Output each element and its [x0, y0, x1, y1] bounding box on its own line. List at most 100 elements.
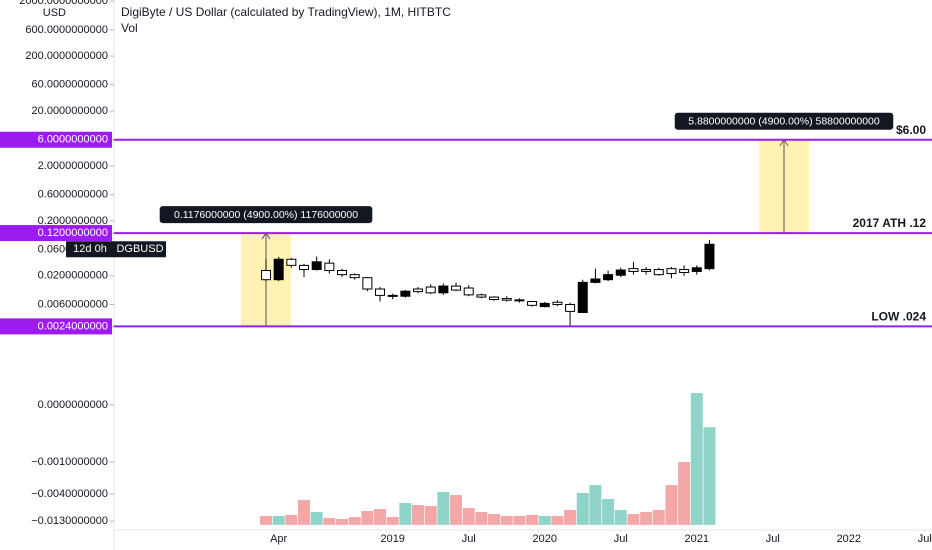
candle-body	[628, 268, 639, 272]
volume-bar	[488, 514, 501, 525]
candle-body	[501, 298, 512, 301]
volume-bar	[678, 462, 691, 525]
candle-body	[514, 299, 525, 302]
candle-body	[261, 269, 271, 281]
volume-bar	[640, 512, 653, 525]
range-label-bg	[159, 206, 373, 224]
volume-bar	[298, 500, 311, 525]
candle-body	[653, 269, 664, 276]
volume-bar	[450, 494, 463, 525]
candle-body	[375, 288, 386, 296]
range-label: 5.8800000000 (4900.00%) 58800000000	[688, 116, 880, 128]
y-tick-label: 0.0200000000	[38, 270, 108, 282]
y-tick-highlight	[0, 318, 112, 335]
x-tick-label: Jul	[614, 533, 628, 545]
y-tick-label: 200.0000000000	[25, 50, 108, 62]
candle-body	[539, 302, 550, 308]
volume-bar	[627, 514, 640, 525]
volume-bar	[323, 518, 336, 525]
volume-bar	[374, 509, 387, 525]
candle-body	[603, 274, 614, 281]
volume-bar	[475, 512, 488, 525]
volume-bar	[589, 485, 602, 525]
range-label-bg	[674, 112, 894, 130]
y-tick-label: 20.0000000000	[32, 105, 108, 117]
volume-y-tick-label: −0.0130000000	[31, 515, 108, 527]
volume-bar	[412, 505, 425, 525]
candle-body	[311, 261, 322, 271]
x-tick-label: Jul	[766, 533, 780, 545]
countdown: 12d 0h	[73, 243, 107, 255]
candle-body	[489, 296, 500, 301]
y-tick-highlight	[0, 225, 112, 242]
candle-body	[615, 269, 626, 276]
candle-body	[273, 258, 284, 281]
countdown-bg	[66, 241, 114, 258]
volume-bar	[285, 515, 298, 525]
x-tick-label: Jul	[918, 533, 932, 545]
volume-bar	[336, 518, 349, 525]
x-tick-label: 2021	[685, 533, 709, 545]
y-tick-label: 0.0024000000	[38, 320, 108, 332]
y-tick-label: 0.1200000000	[38, 227, 108, 239]
y-tick-label: 0.0060000000	[38, 298, 108, 310]
volume-label: Vol	[121, 21, 138, 35]
chart-title: DigiByte / US Dollar (calculated by Trad…	[121, 5, 451, 19]
x-tick-label: Jul	[462, 533, 476, 545]
candle-body	[451, 285, 462, 291]
candle-body	[387, 294, 398, 297]
y-tick-label: 60.0000000000	[32, 79, 108, 91]
candle-body	[337, 269, 348, 276]
y-tick-highlight	[0, 131, 112, 148]
currency-label: USD	[43, 7, 66, 19]
x-tick-label: Apr	[270, 533, 287, 545]
volume-bar	[576, 492, 589, 525]
candle-body	[527, 301, 538, 306]
candle-body	[362, 277, 373, 290]
y-tick-label: 600.0000000000	[25, 24, 108, 36]
candle-body	[413, 288, 424, 293]
range-label: 0.1176000000 (4900.00%) 1176000000	[174, 209, 358, 221]
volume-bar	[652, 509, 665, 525]
volume-bar	[614, 509, 627, 525]
volume-y-tick-label: −0.0010000000	[31, 456, 108, 468]
volume-bar	[260, 515, 272, 525]
candle-body	[324, 262, 335, 271]
volume-bar	[361, 511, 374, 525]
candle-body	[691, 267, 702, 272]
candle-body	[349, 274, 360, 279]
candle-body	[425, 286, 436, 294]
candle-body	[299, 264, 310, 271]
x-tick-label: 2019	[380, 533, 404, 545]
level-label: $6.00	[896, 123, 926, 137]
volume-bar	[564, 509, 577, 525]
candle-body	[679, 269, 690, 273]
volume-bar	[462, 508, 475, 525]
candle-body	[565, 304, 576, 312]
candle-body	[666, 268, 677, 275]
level-label: 2017 ATH .12	[853, 216, 927, 230]
volume-bar	[690, 393, 703, 525]
y-tick-label: 0.2000000000	[38, 215, 108, 227]
volume-bar	[310, 512, 323, 525]
level-label: LOW .024	[871, 310, 926, 324]
volume-bar	[538, 515, 551, 525]
y-tick-label: 6.0000000000	[38, 134, 108, 146]
x-tick-label: 2022	[837, 533, 861, 545]
candle-body	[577, 281, 588, 313]
volume-bar	[386, 517, 399, 525]
candle-body	[641, 269, 652, 272]
x-tick-label: 2020	[532, 533, 556, 545]
candle-body	[438, 285, 449, 294]
candle-body	[476, 294, 487, 298]
candle-body	[590, 278, 601, 283]
volume-bar	[526, 515, 539, 525]
volume-bar	[551, 515, 564, 525]
volume-bar	[272, 515, 285, 525]
y-tick-label: 2000.0000000000	[19, 0, 108, 7]
candle-body	[400, 290, 411, 297]
volume-bar	[424, 506, 437, 525]
candle-body	[704, 243, 715, 270]
volume-bar	[348, 517, 361, 525]
symbol-bg	[114, 241, 166, 258]
